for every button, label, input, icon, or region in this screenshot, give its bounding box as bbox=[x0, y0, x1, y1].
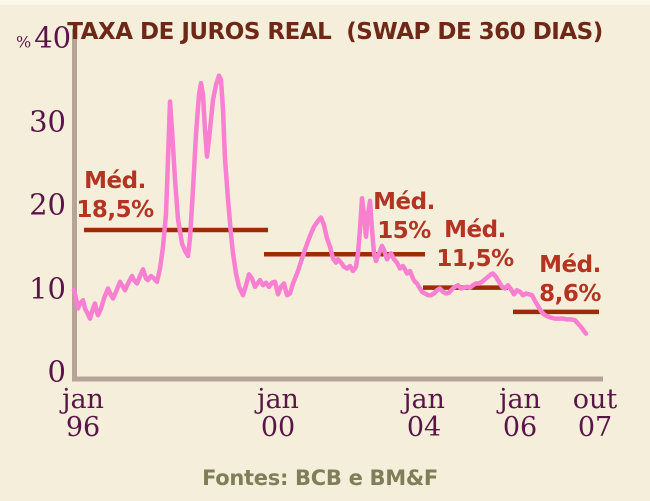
x-tick-year: 04 bbox=[406, 412, 442, 443]
x-tick-month: jan bbox=[499, 384, 541, 415]
x-tick-year: 07 bbox=[577, 412, 613, 443]
y-tick-10: 10 bbox=[16, 274, 66, 303]
average-label-value: 11,5% bbox=[436, 246, 514, 272]
x-tick-year: 96 bbox=[65, 412, 101, 443]
chart-title: TAXA DE JUROS REAL (SWAP DE 360 DIAS) bbox=[67, 19, 603, 45]
y-tick-0: 0 bbox=[16, 354, 66, 389]
y-tick-30: 30 bbox=[16, 107, 66, 136]
x-tick-month: jan bbox=[62, 384, 104, 415]
x-tick-year: 06 bbox=[502, 412, 538, 443]
interest-rate-series-line bbox=[71, 73, 589, 336]
y-tick-label: 20 bbox=[29, 187, 66, 222]
y-axis-unit-label: % bbox=[16, 32, 32, 52]
x-tick-month: jan bbox=[257, 384, 299, 415]
x-tick-jan-96: jan 96 bbox=[62, 386, 104, 442]
top-strip bbox=[0, 0, 650, 5]
source-note: Fontes: BCB e BM&F bbox=[202, 466, 438, 490]
y-tick-label: 10 bbox=[29, 271, 66, 305]
y-tick-label: 40 bbox=[34, 20, 72, 55]
x-tick-out-07: out 07 bbox=[573, 386, 618, 442]
x-tick-month: jan bbox=[403, 384, 445, 415]
average-label-word: Méd. bbox=[84, 168, 146, 194]
average-label-18-5: Méd. 18,5% bbox=[76, 167, 154, 225]
average-label-word: Méd. bbox=[373, 189, 435, 215]
x-tick-month: out bbox=[572, 384, 618, 415]
y-tick-20: 20 bbox=[16, 187, 66, 222]
average-label-value: 15% bbox=[377, 218, 431, 244]
average-label-15: Méd. 15% bbox=[373, 188, 435, 246]
y-tick-label: 30 bbox=[29, 104, 66, 138]
average-label-word: Méd. bbox=[539, 252, 601, 278]
x-tick-jan-00: jan 00 bbox=[257, 386, 299, 442]
y-tick-40: % 40 bbox=[16, 23, 71, 53]
x-tick-jan-06: jan 06 bbox=[499, 386, 541, 442]
y-tick-label: 0 bbox=[47, 354, 66, 389]
x-tick-year: 00 bbox=[260, 412, 296, 443]
average-label-11-5: Méd. 11,5% bbox=[436, 216, 514, 274]
average-label-word: Méd. bbox=[444, 217, 506, 243]
x-tick-jan-04: jan 04 bbox=[403, 386, 445, 442]
average-label-8-6: Méd. 8,6% bbox=[539, 251, 601, 309]
average-label-value: 18,5% bbox=[76, 197, 154, 223]
average-label-value: 8,6% bbox=[539, 281, 601, 307]
